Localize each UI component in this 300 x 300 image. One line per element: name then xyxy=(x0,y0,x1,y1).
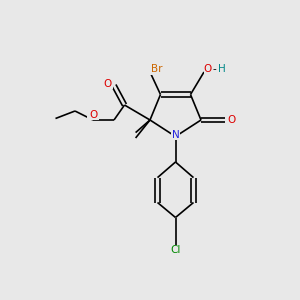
Text: O: O xyxy=(103,79,112,89)
Text: O: O xyxy=(203,64,211,74)
Text: Br: Br xyxy=(151,64,162,74)
Bar xyxy=(102,79,113,89)
Text: O: O xyxy=(89,110,97,120)
Text: -: - xyxy=(213,64,216,74)
Bar xyxy=(204,63,231,75)
Text: Cl: Cl xyxy=(170,245,181,255)
Text: O: O xyxy=(227,115,236,125)
Bar xyxy=(226,115,238,125)
Text: N: N xyxy=(172,130,179,140)
Text: H: H xyxy=(218,64,225,74)
Bar xyxy=(171,130,180,140)
Bar xyxy=(169,245,181,255)
Bar xyxy=(147,63,165,75)
Bar xyxy=(87,110,99,120)
